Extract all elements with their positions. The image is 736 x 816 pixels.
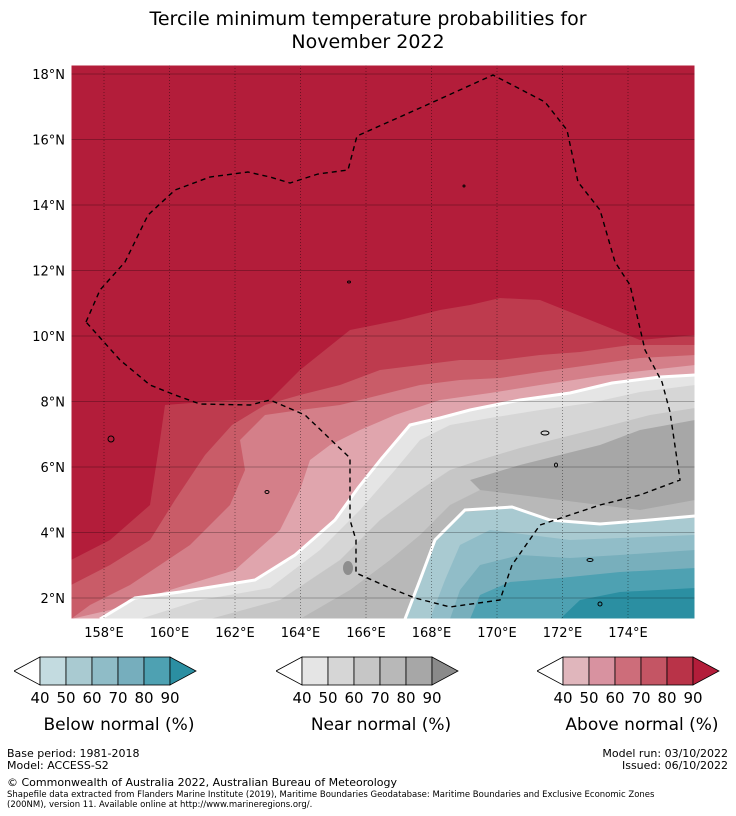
issued-date: Issued: 06/10/2022 <box>621 759 728 772</box>
legend-min-arrow <box>14 656 41 686</box>
legend-min-arrow <box>276 656 303 686</box>
map-title: Tercile minimum temperature probabilitie… <box>0 8 736 54</box>
lon-tick-label: 172°E <box>543 626 583 640</box>
legend-tick-label: 50 <box>318 689 338 707</box>
legend-tick-label: 80 <box>134 689 154 707</box>
shapefile-credit-line-2: (200NM), version 11. Available online at… <box>7 800 313 810</box>
legend-tick-label: 50 <box>579 689 599 707</box>
legend-bin <box>614 656 642 686</box>
legend-bin <box>353 656 381 686</box>
lat-tick-label: 6°N <box>41 461 66 476</box>
legend-tick-label: 40 <box>292 689 312 707</box>
legend-bin <box>666 656 694 686</box>
legend-bin <box>301 656 329 686</box>
legend-below-colorbar <box>14 656 197 686</box>
legend-tick-label: 60 <box>82 689 102 707</box>
legend-tick-label: 90 <box>160 689 180 707</box>
lon-tick-label: 164°E <box>281 626 321 640</box>
legend-bin <box>588 656 616 686</box>
legend-bin <box>379 656 407 686</box>
legend-title: Near normal (%) <box>310 715 452 735</box>
category-boundary-north <box>99 373 695 619</box>
legend-bin <box>143 656 171 686</box>
legend-bin <box>91 656 119 686</box>
legend-max-arrow <box>692 656 720 686</box>
longitude-axis: 158°E 160°E 162°E 164°E 166°E 168°E 170°E 172°E… <box>84 626 648 640</box>
lat-tick-label: 10°N <box>32 330 65 345</box>
lon-tick-label: 170°E <box>477 626 517 640</box>
lat-tick-label: 4°N <box>41 527 66 542</box>
lat-tick-label: 8°N <box>41 396 66 411</box>
eez-boundary <box>85 74 681 608</box>
legend-bin <box>562 656 590 686</box>
legend-bin <box>65 656 93 686</box>
lon-tick-label: 168°E <box>412 626 452 640</box>
legend-tick-label: 40 <box>553 689 573 707</box>
category-boundary-south <box>403 505 695 619</box>
legend-bin <box>405 656 433 686</box>
latitude-axis: 18°N 16°N 14°N 12°N 10°N 8°N 6°N 4°N 2°N <box>32 68 65 607</box>
lon-tick-label: 158°E <box>84 626 124 640</box>
islands <box>107 184 603 607</box>
copyright-notice: © Commonwealth of Australia 2022, Austra… <box>7 776 397 789</box>
legend-tick-label: 50 <box>56 689 76 707</box>
legend-tick-label: 40 <box>30 689 50 707</box>
map-gridlines <box>71 65 695 619</box>
legend-tick-label: 60 <box>605 689 625 707</box>
shapefile-credit-line-1: Shapefile data extracted from Flanders M… <box>7 790 655 800</box>
map-frame <box>70 64 696 620</box>
legend-max-arrow <box>169 656 197 686</box>
lat-tick-label: 12°N <box>32 265 65 280</box>
lat-tick-label: 18°N <box>32 68 65 83</box>
legend-tick-label: 70 <box>370 689 390 707</box>
island-shaded <box>343 561 353 575</box>
lon-tick-label: 160°E <box>150 626 190 640</box>
legend-tick-label: 80 <box>396 689 416 707</box>
shapefile-credit: Shapefile data extracted from Flanders M… <box>7 790 729 810</box>
lat-tick-label: 2°N <box>41 592 66 607</box>
footer-left: Base period: 1981-2018 Model: ACCESS-S2 <box>7 748 139 772</box>
legend-min-arrow <box>537 656 564 686</box>
legend-max-arrow <box>431 656 459 686</box>
footer-right: Model run: 03/10/2022 Issued: 06/10/2022 <box>602 748 728 772</box>
model-run: Model run: 03/10/2022 <box>602 747 728 760</box>
title-line-1: Tercile minimum temperature probabilitie… <box>149 8 587 30</box>
near-normal-80-region <box>470 420 695 510</box>
model-name: Model: ACCESS-S2 <box>7 759 109 772</box>
legend-tick-label: 80 <box>657 689 677 707</box>
legend-bin <box>640 656 668 686</box>
below-normal-90-region <box>560 588 695 619</box>
map-canvas: 18°N 16°N 14°N 12°N 10°N 8°N 6°N 4°N 2°N 158°E 16… <box>32 64 696 640</box>
lat-tick-label: 16°N <box>32 134 65 149</box>
lat-tick-label: 14°N <box>32 199 65 214</box>
legend-title: Above normal (%) <box>565 715 719 735</box>
lon-tick-label: 166°E <box>346 626 386 640</box>
probability-fields <box>71 65 695 619</box>
title-line-2: November 2022 <box>291 31 445 53</box>
legend-tick-label: 70 <box>631 689 651 707</box>
legend-tick-label: 90 <box>683 689 703 707</box>
legend-bin <box>117 656 145 686</box>
legend-tick-label: 90 <box>422 689 442 707</box>
legend-tick-label: 60 <box>344 689 364 707</box>
legend-above-colorbar <box>537 656 720 686</box>
legend-bin <box>327 656 355 686</box>
lon-tick-label: 174°E <box>608 626 648 640</box>
lon-tick-label: 162°E <box>215 626 255 640</box>
legend-tick-label: 70 <box>108 689 128 707</box>
base-period: Base period: 1981-2018 <box>7 747 140 760</box>
legend-title: Below normal (%) <box>43 715 195 735</box>
legend-bin <box>39 656 67 686</box>
legend-near-colorbar <box>276 656 459 686</box>
